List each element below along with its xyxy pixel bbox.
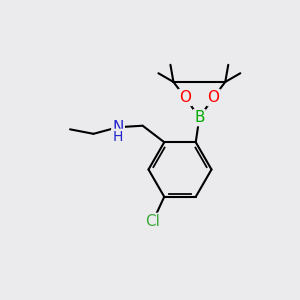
Text: B: B — [194, 110, 205, 125]
Text: O: O — [208, 90, 220, 105]
Text: Cl: Cl — [146, 214, 160, 229]
Text: O: O — [179, 90, 191, 105]
Text: H: H — [112, 130, 123, 144]
Text: N: N — [112, 120, 124, 135]
